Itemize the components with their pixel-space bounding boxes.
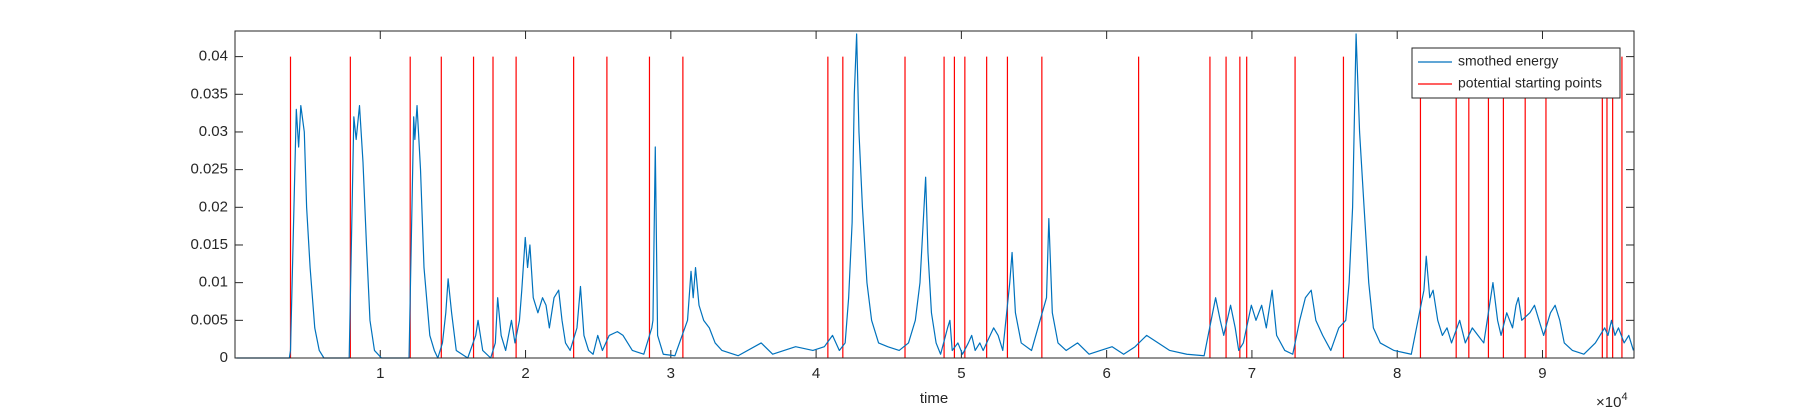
y-tick-label: 0.03 [199,123,228,140]
x-exponent-base: ×10 [1596,394,1621,411]
x-tick-label: 2 [521,365,529,382]
legend-box [1411,47,1621,99]
y-tick-label: 0.01 [199,274,228,291]
y-tick-label: 0.04 [199,48,228,65]
axes-box [234,30,1635,359]
y-tick-label: 0.005 [190,311,228,328]
energy-line [236,33,1634,359]
x-tick-label: 6 [1102,365,1110,382]
x-axis-label: time [920,390,948,407]
x-exponent: ×104 [1596,391,1628,411]
y-tick-label: 0.015 [190,236,228,253]
y-tick-label: 0 [220,349,228,366]
legend-label: potential starting points [1458,75,1602,91]
x-tick-label: 3 [667,365,675,382]
x-exponent-power: 4 [1621,391,1627,403]
x-tick-label: 5 [957,365,965,382]
y-tick-label: 0.025 [190,161,228,178]
legend-label: smothed energy [1458,53,1558,69]
y-tick-label: 0.035 [190,85,228,102]
y-tick-label: 0.02 [199,198,228,215]
x-tick-label: 4 [812,365,820,382]
x-tick-label: 7 [1248,365,1256,382]
x-tick-label: 9 [1538,365,1546,382]
x-tick-label: 8 [1393,365,1401,382]
x-tick-label: 1 [376,365,384,382]
